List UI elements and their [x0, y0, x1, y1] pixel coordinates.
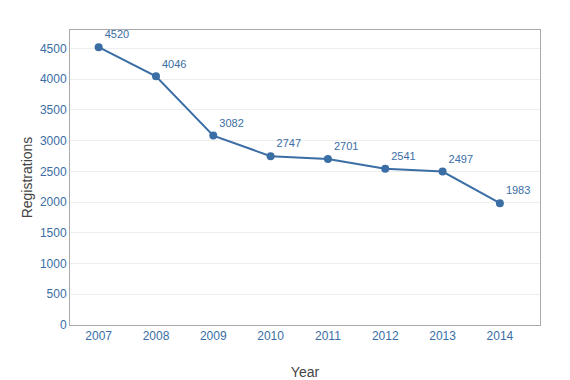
svg-text:3082: 3082 — [219, 117, 243, 129]
svg-text:Registrations: Registrations — [19, 137, 35, 219]
svg-text:1500: 1500 — [40, 226, 67, 240]
svg-text:4500: 4500 — [40, 42, 67, 56]
svg-text:2013: 2013 — [429, 329, 456, 343]
svg-text:2012: 2012 — [372, 329, 399, 343]
svg-text:4046: 4046 — [162, 58, 186, 70]
svg-text:2014: 2014 — [487, 329, 514, 343]
svg-text:2541: 2541 — [391, 150, 415, 162]
svg-text:0: 0 — [60, 318, 67, 332]
svg-text:3000: 3000 — [40, 134, 67, 148]
svg-text:3500: 3500 — [40, 103, 67, 117]
svg-text:2497: 2497 — [449, 153, 473, 165]
svg-text:2747: 2747 — [277, 137, 301, 149]
svg-text:Year: Year — [291, 364, 320, 380]
svg-text:2009: 2009 — [200, 329, 227, 343]
svg-text:2000: 2000 — [40, 195, 67, 209]
svg-text:4000: 4000 — [40, 72, 67, 86]
svg-text:2011: 2011 — [315, 329, 341, 343]
svg-text:4520: 4520 — [105, 28, 129, 40]
svg-text:2010: 2010 — [257, 329, 284, 343]
svg-text:2007: 2007 — [85, 329, 112, 343]
svg-text:2500: 2500 — [40, 165, 67, 179]
svg-text:1983: 1983 — [506, 184, 530, 196]
svg-text:500: 500 — [47, 287, 67, 301]
svg-text:2701: 2701 — [334, 140, 358, 152]
svg-text:2008: 2008 — [143, 329, 170, 343]
svg-text:1000: 1000 — [40, 257, 67, 271]
